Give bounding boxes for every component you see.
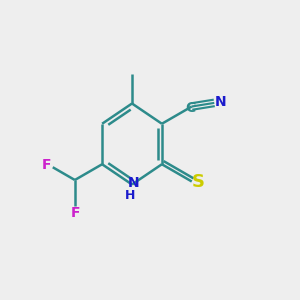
Text: N: N (215, 95, 227, 109)
Text: N: N (128, 176, 139, 190)
Text: S: S (192, 173, 205, 191)
Text: C: C (185, 101, 195, 115)
Text: H: H (124, 189, 135, 203)
Text: F: F (42, 158, 52, 172)
Text: F: F (71, 206, 80, 220)
